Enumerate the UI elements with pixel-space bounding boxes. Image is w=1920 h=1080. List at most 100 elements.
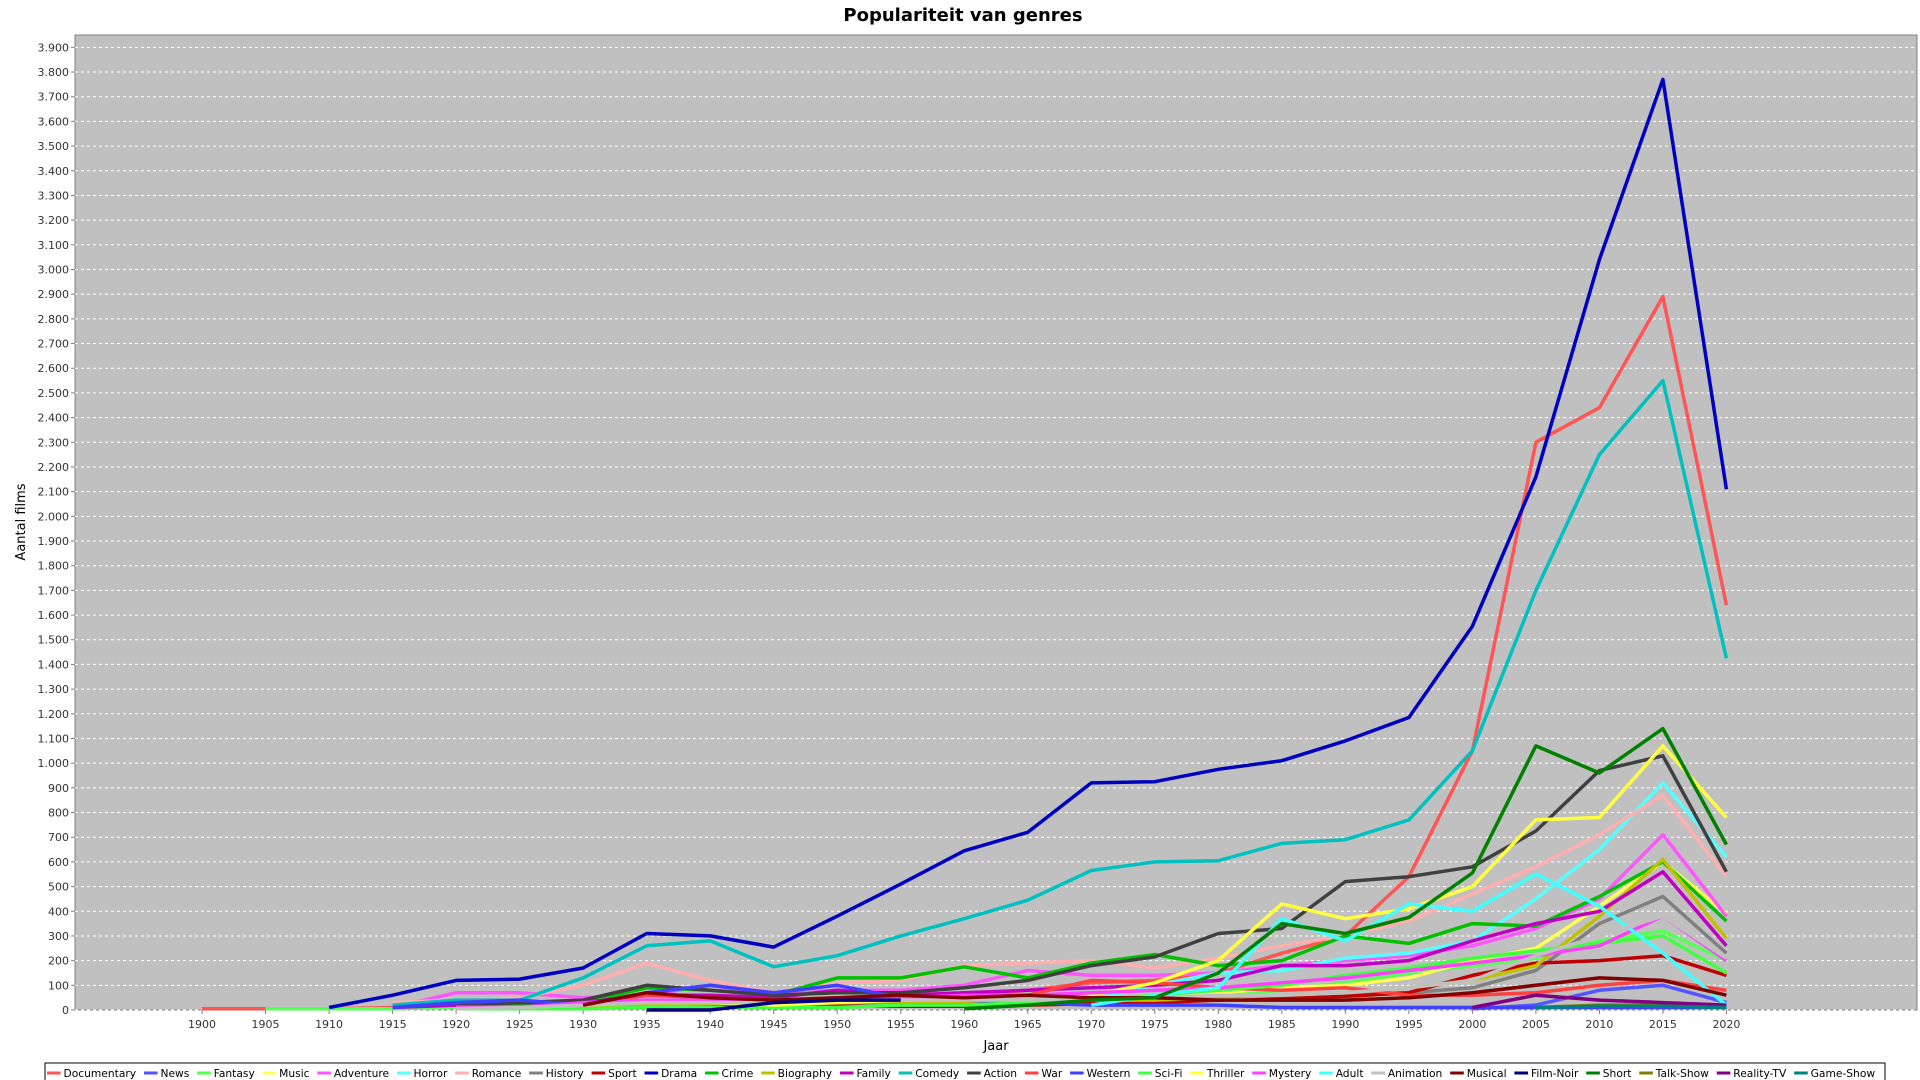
legend-label: Comedy: [915, 1067, 960, 1080]
x-tick-label: 2015: [1649, 1018, 1677, 1031]
legend-label: Romance: [472, 1067, 522, 1080]
y-tick-label: 3.700: [38, 91, 70, 104]
legend-item: Western: [1070, 1067, 1130, 1080]
legend-label: War: [1041, 1067, 1062, 1080]
y-tick-label: 2.900: [38, 288, 70, 301]
y-axis: 0 100 200 300 400 500 600 700 800 900 1.000 1.100 1.…: [38, 41, 75, 1017]
legend-label: Musical: [1467, 1067, 1507, 1080]
y-tick-label: 1.400: [38, 658, 70, 671]
legend-item: Biography: [761, 1067, 833, 1080]
legend-item: Action: [967, 1067, 1017, 1080]
legend-label: Documentary: [64, 1067, 137, 1080]
y-tick-label: 600: [48, 856, 69, 869]
y-tick-label: 300: [48, 930, 69, 943]
legend-label: Sport: [608, 1067, 637, 1080]
y-tick-label: 100: [48, 979, 69, 992]
y-tick-label: 2.700: [38, 338, 70, 351]
legend-label: Reality-TV: [1733, 1067, 1787, 1080]
y-tick-label: 2.500: [38, 387, 70, 400]
y-tick-label: 1.600: [38, 609, 70, 622]
y-tick-label: 900: [48, 782, 69, 795]
y-tick-label: 1.000: [38, 757, 70, 770]
x-tick-label: 1955: [887, 1018, 915, 1031]
x-tick-label: 2010: [1585, 1018, 1613, 1031]
y-tick-label: 3.500: [38, 140, 70, 153]
x-tick-label: 1930: [569, 1018, 597, 1031]
legend-item: Horror: [396, 1067, 448, 1080]
series-line-drama: [328, 77, 1729, 1010]
x-tick-label: 1975: [1141, 1018, 1169, 1031]
legend-label: Sci-Fi: [1155, 1067, 1183, 1080]
y-tick-label: 400: [48, 905, 69, 918]
y-tick-label: 1.100: [38, 732, 70, 745]
legend-item: History: [529, 1067, 584, 1080]
series-line-comedy: [392, 378, 1729, 1007]
y-tick-label: 1.500: [38, 634, 70, 647]
y-tick-label: 0: [62, 1004, 69, 1017]
legend-item: Music: [262, 1067, 310, 1080]
legend-label: Horror: [414, 1067, 448, 1080]
series-line-romance: [392, 793, 1728, 1005]
legend-item: Film-Noir: [1514, 1067, 1579, 1080]
legend: Documentary News Fantasy Music Adventure Horr…: [47, 1067, 1875, 1080]
legend-label: Short: [1603, 1067, 1632, 1080]
legend-item: Reality-TV: [1716, 1067, 1787, 1080]
gridlines: [75, 46, 1917, 1011]
series-line-adult: [1091, 872, 1728, 1007]
y-tick-label: 1.900: [38, 535, 70, 548]
x-tick-label: 1950: [823, 1018, 851, 1031]
legend-label: Crime: [722, 1067, 754, 1080]
legend-item: Short: [1586, 1067, 1631, 1080]
legend-label: Biography: [778, 1067, 833, 1080]
legend-item: Thriller: [1190, 1067, 1245, 1080]
x-tick-label: 1940: [696, 1018, 724, 1031]
y-tick-label: 2.200: [38, 461, 70, 474]
legend-label: Adult: [1336, 1067, 1364, 1080]
legend-item: Fantasy: [197, 1067, 255, 1080]
legend-item: Comedy: [898, 1067, 960, 1080]
y-tick-label: 1.200: [38, 708, 70, 721]
x-tick-label: 2020: [1712, 1018, 1740, 1031]
legend-item: Animation: [1371, 1067, 1442, 1080]
y-tick-label: 3.900: [38, 41, 70, 54]
x-tick-label: 1910: [315, 1018, 343, 1031]
series-lines: [202, 77, 1729, 1012]
y-tick-label: 2.100: [38, 486, 70, 499]
y-tick-label: 2.000: [38, 510, 70, 523]
chart-title: Populariteit van genres: [843, 5, 1082, 26]
y-tick-label: 2.400: [38, 412, 70, 425]
legend-label: News: [161, 1067, 190, 1080]
legend-label: Western: [1087, 1067, 1131, 1080]
x-tick-label: 1915: [379, 1018, 407, 1031]
y-tick-label: 1.800: [38, 560, 70, 573]
legend-item: Sci-Fi: [1138, 1067, 1183, 1080]
legend-item: Talk-Show: [1639, 1067, 1709, 1080]
y-tick-label: 1.300: [38, 683, 70, 696]
legend-label: Talk-Show: [1655, 1067, 1709, 1080]
y-tick-label: 3.300: [38, 189, 70, 202]
x-tick-label: 1900: [188, 1018, 216, 1031]
x-tick-label: 1935: [633, 1018, 661, 1031]
x-tick-label: 1905: [252, 1018, 280, 1031]
y-tick-label: 3.000: [38, 263, 70, 276]
x-tick-label: 1960: [950, 1018, 978, 1031]
y-tick-label: 3.100: [38, 239, 70, 252]
x-tick-label: 1920: [442, 1018, 470, 1031]
y-tick-label: 3.400: [38, 165, 70, 178]
x-axis: 1900 1905 1910 1915 1920 1925 1930 1935 1940 1945…: [188, 1010, 1740, 1031]
y-tick-label: 3.200: [38, 214, 70, 227]
legend-item: Adventure: [317, 1067, 389, 1080]
x-tick-label: 1970: [1077, 1018, 1105, 1031]
legend-label: Mystery: [1269, 1067, 1312, 1080]
y-tick-label: 2.600: [38, 362, 70, 375]
x-tick-label: 1985: [1268, 1018, 1296, 1031]
x-tick-label: 1965: [1014, 1018, 1042, 1031]
plot-area: [74, 34, 1918, 1011]
series-line-film-noir: [646, 998, 901, 1012]
x-axis-label: Jaar: [982, 1039, 1009, 1054]
y-tick-label: 3.800: [38, 66, 70, 79]
x-tick-label: 1925: [506, 1018, 534, 1031]
legend-label: Thriller: [1206, 1067, 1245, 1080]
y-tick-label: 1.700: [38, 584, 70, 597]
legend-label: History: [546, 1067, 585, 1080]
